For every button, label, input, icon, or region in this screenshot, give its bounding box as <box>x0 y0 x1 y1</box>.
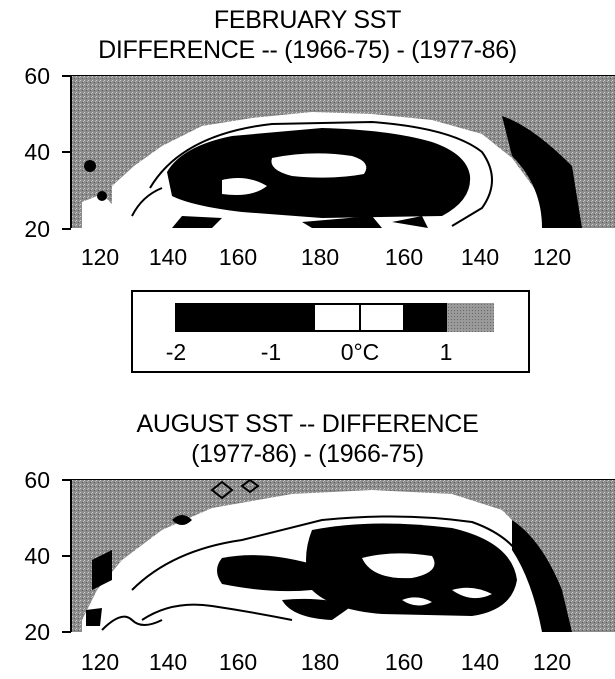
x-label: 120 <box>532 649 572 675</box>
legend-swatch <box>175 303 245 332</box>
y-label-20: 20 <box>24 216 50 242</box>
legend-swatch <box>403 303 447 332</box>
x-label: 140 <box>460 649 500 675</box>
legend-swatch <box>315 303 359 332</box>
x-label: 160 <box>218 649 258 675</box>
x-label: 160 <box>218 244 258 270</box>
x-label: 160 <box>384 649 424 675</box>
legend-label: -2 <box>165 339 187 365</box>
map-title-august-line2: (1977-86) - (1966-75) <box>191 440 424 468</box>
x-label: 140 <box>460 244 500 270</box>
y-label-20: 20 <box>24 619 50 645</box>
x-label: 120 <box>80 649 120 675</box>
legend-swatch <box>447 303 494 332</box>
legend-label: 1 <box>439 339 453 365</box>
x-label: 140 <box>148 649 188 675</box>
x-label: 120 <box>532 244 572 270</box>
map-title-february-line2: DIFFERENCE -- (1966-75) - (1977-86) <box>98 36 517 64</box>
legend-swatch <box>359 303 403 332</box>
y-label-40: 40 <box>24 543 50 569</box>
x-label: 140 <box>148 244 188 270</box>
color-legend <box>131 290 530 373</box>
y-label-60: 60 <box>24 467 50 493</box>
x-label: 120 <box>80 244 120 270</box>
x-label: 160 <box>384 244 424 270</box>
y-label-40: 40 <box>24 139 50 165</box>
legend-label: 0°C <box>340 339 380 365</box>
august-sst-map <box>70 479 615 632</box>
legend-swatch <box>245 303 315 332</box>
map-title-august-line1: AUGUST SST -- DIFFERENCE <box>136 410 479 438</box>
map-title-february-line1: FEBRUARY SST <box>213 6 402 34</box>
x-label: 180 <box>300 649 340 675</box>
legend-label: -1 <box>260 339 282 365</box>
y-label-60: 60 <box>24 63 50 89</box>
x-label: 180 <box>300 244 340 270</box>
february-sst-map <box>70 75 615 228</box>
